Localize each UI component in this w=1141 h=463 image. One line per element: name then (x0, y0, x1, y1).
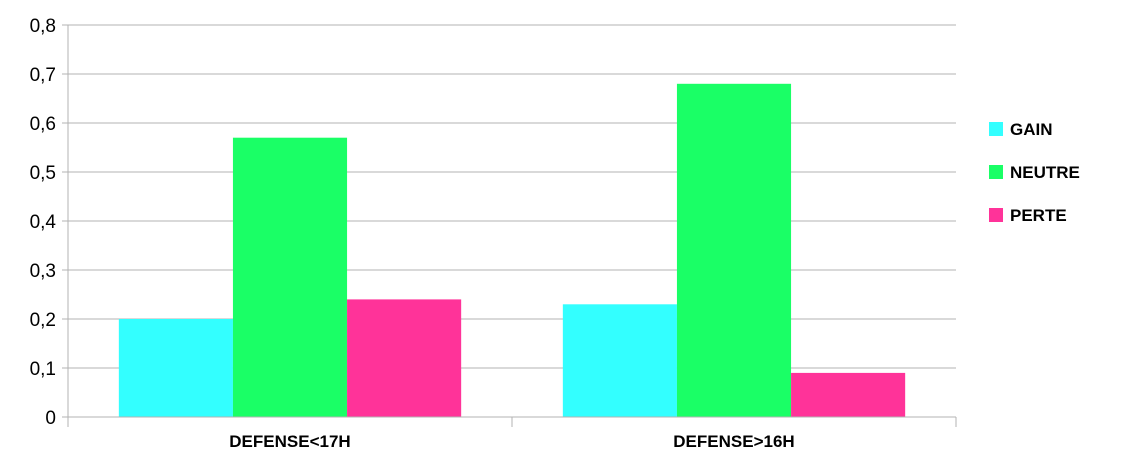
axes: 0 0,1 0,2 0,3 0,4 0,5 0,6 0,7 0,8 DEFENSE<17H DEFE… (30, 16, 957, 451)
y-tick-label: 0,1 (30, 359, 56, 380)
y-tick-label: 0,6 (30, 114, 56, 135)
legend-swatch-perte (989, 208, 1003, 222)
y-tick-label: 0,5 (30, 163, 56, 184)
legend-swatch-gain (989, 122, 1003, 136)
legend-label-neutre: NEUTRE (1010, 163, 1080, 182)
x-category-label: DEFENSE>16H (673, 432, 794, 451)
bar-neutre-2 (676, 83, 792, 418)
y-tick-label: 0,7 (30, 65, 56, 86)
legend: GAIN NEUTRE PERTE (989, 120, 1080, 225)
x-category-label: DEFENSE<17H (229, 432, 350, 451)
y-tick-label: 0 (45, 408, 56, 429)
legend-swatch-neutre (989, 165, 1003, 179)
bars (118, 83, 906, 418)
y-tick-label: 0,8 (30, 16, 56, 37)
legend-label-perte: PERTE (1010, 206, 1067, 225)
legend-label-gain: GAIN (1010, 120, 1053, 139)
y-tick-label: 0,4 (30, 212, 57, 233)
y-tick-label: 0,3 (30, 261, 56, 282)
y-tick-label: 0,2 (30, 310, 56, 331)
bar-neutre-1 (232, 137, 348, 417)
bar-perte-1 (347, 299, 462, 417)
bar-perte-2 (791, 372, 906, 417)
bar-gain-2 (562, 304, 677, 417)
bar-gain-1 (118, 319, 233, 417)
